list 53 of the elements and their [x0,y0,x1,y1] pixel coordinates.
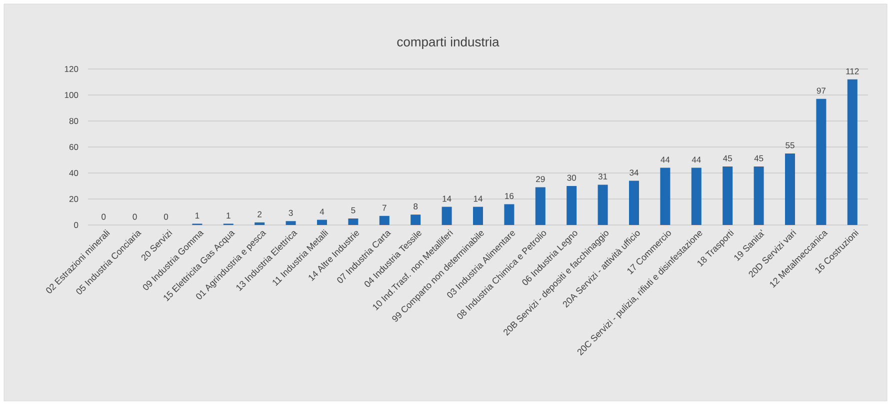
data-label: 97 [816,88,826,94]
data-label: 1 [226,212,230,218]
bar [286,221,296,225]
data-label: 7 [382,204,386,211]
y-tick-label: 20 [69,196,78,202]
data-label: 0 [102,214,106,220]
bar [722,166,733,225]
data-label: 30 [567,174,576,181]
bar [535,187,546,225]
bar [442,206,452,225]
bar [473,206,484,225]
y-tick-label: 100 [64,92,78,98]
y-tick-label: 120 [64,66,78,72]
data-label: 8 [414,203,418,210]
data-label: 1 [195,212,200,218]
data-label: 34 [630,170,638,176]
bar [598,184,608,225]
data-label: 16 [505,192,514,199]
data-label: 45 [723,155,732,162]
data-label: 112 [846,68,859,74]
bar [504,204,514,225]
data-label: 4 [320,208,324,215]
bar [348,218,358,225]
chart-title: comparti industria [397,36,500,50]
data-label: 2 [258,211,262,218]
bar [629,180,640,225]
data-label: 31 [598,173,608,180]
y-tick-label: 40 [69,170,78,176]
data-label: 44 [692,156,701,163]
y-tick-label: 60 [69,144,78,150]
data-label: 44 [660,156,670,163]
bar [847,79,858,225]
bar [254,222,265,225]
data-label: 14 [474,196,482,202]
bar [754,166,764,225]
data-label: 14 [442,196,452,202]
data-label: 45 [754,155,764,162]
bar [317,220,328,225]
data-label: 55 [786,142,794,148]
data-label: 0 [164,214,168,220]
bar [816,98,826,225]
bar [785,154,796,225]
bar [566,186,577,225]
bar [660,168,670,225]
data-label: 29 [536,176,545,182]
bar [691,168,702,225]
data-label: 3 [288,210,293,216]
bar [379,216,390,225]
y-tick-label: 80 [69,118,78,124]
data-label: 0 [132,214,137,220]
bar [410,214,421,225]
y-tick-label: 0 [74,222,78,228]
data-label: 5 [351,207,356,214]
